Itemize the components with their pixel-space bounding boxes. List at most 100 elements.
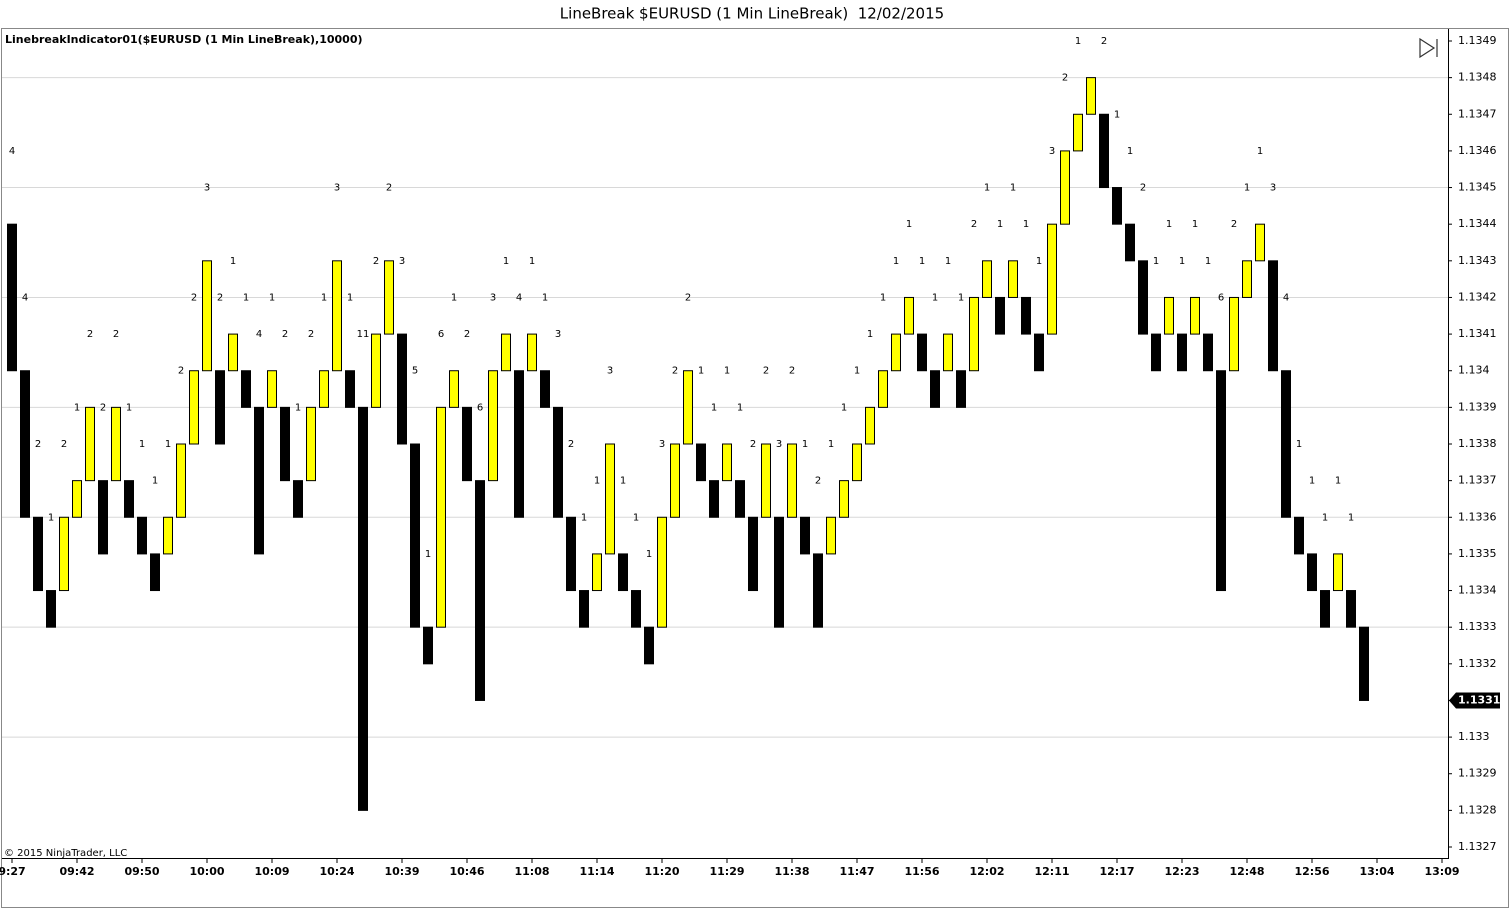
x-tick-label: 12:02 — [969, 865, 1004, 878]
y-tick-label: 1.1334 — [1458, 584, 1497, 597]
bar-label: 4 — [1283, 292, 1289, 303]
bar-label: 3 — [776, 439, 782, 450]
up-bar — [1086, 77, 1096, 115]
bar-label: 2 — [971, 219, 977, 230]
up-bar — [891, 333, 901, 372]
bar-label: 1 — [958, 292, 964, 303]
bar-label: 1 — [893, 256, 899, 267]
down-bar — [7, 223, 17, 372]
down-bar — [956, 370, 966, 408]
x-tick-label: 09:42 — [59, 865, 94, 878]
x-tick-label: 12:23 — [1164, 865, 1199, 878]
bar-label: 3 — [490, 292, 496, 303]
up-bar — [371, 333, 381, 408]
scroll-end-button[interactable] — [1419, 37, 1438, 59]
up-bar — [969, 296, 979, 372]
y-tick-label: 1.1338 — [1458, 437, 1497, 450]
bar-label: 1 — [1127, 146, 1133, 157]
bar-label: 3 — [555, 329, 561, 340]
bar-label: 11 — [357, 329, 370, 340]
y-tick-label: 1.1346 — [1458, 144, 1497, 157]
down-bar — [930, 370, 940, 408]
down-bar — [735, 480, 745, 518]
down-bar — [1268, 260, 1278, 372]
up-bar — [72, 480, 82, 518]
bar-label: 2 — [113, 329, 119, 340]
bar-label: 4 — [22, 292, 28, 303]
x-tick-label: 12:17 — [1099, 865, 1134, 878]
x-tick-label: 10:00 — [189, 865, 224, 878]
bar-label: 2 — [672, 366, 678, 377]
down-bar — [410, 443, 420, 628]
up-bar — [501, 333, 511, 372]
bar-label: 1 — [139, 439, 145, 450]
down-bar — [995, 296, 1005, 335]
up-bar — [176, 443, 186, 518]
y-tick-label: 1.1347 — [1458, 107, 1497, 120]
up-bar — [1229, 296, 1239, 372]
bar-label: 3 — [334, 183, 340, 194]
down-bar — [618, 553, 628, 592]
x-tick-label: 13:04 — [1359, 865, 1394, 878]
bar-label: 1 — [1075, 36, 1081, 47]
bar-label: 1 — [1296, 439, 1302, 450]
up-bar — [202, 260, 212, 372]
scroll-end-icon[interactable] — [1419, 37, 1436, 59]
down-bar — [566, 516, 576, 592]
down-bar — [1034, 333, 1044, 372]
y-tick-label: 1.1342 — [1458, 290, 1497, 303]
bar-label: 1 — [1205, 256, 1211, 267]
y-tick-label: 1.1345 — [1458, 181, 1497, 194]
bar-label: 4 — [516, 292, 522, 303]
x-tick-label: 11:20 — [644, 865, 679, 878]
y-tick-label: 1.1333 — [1458, 620, 1497, 633]
down-bar — [33, 516, 43, 592]
bar-label: 1 — [880, 292, 886, 303]
up-bar — [85, 406, 95, 482]
y-tick-label: 1.1327 — [1458, 840, 1497, 853]
down-bar — [46, 590, 56, 628]
up-bar — [384, 260, 394, 335]
down-bar — [1021, 296, 1031, 335]
up-bar — [527, 333, 537, 372]
bar-label: 1 — [542, 292, 548, 303]
bar-label: 1 — [1036, 256, 1042, 267]
bar-label: 3 — [399, 256, 405, 267]
down-bar — [20, 370, 30, 518]
y-tick-label: 1.1336 — [1458, 510, 1497, 523]
bar-label: 3 — [1270, 183, 1276, 194]
x-tick-label: 11:29 — [709, 865, 744, 878]
bar-label: 1 — [711, 402, 717, 413]
bar-label: 1 — [867, 329, 873, 340]
bar-label: 1 — [230, 256, 236, 267]
up-bar — [59, 516, 69, 592]
bars — [7, 77, 1369, 811]
down-bar — [1125, 223, 1135, 262]
copyright: © 2015 NinjaTrader, LLC — [4, 848, 127, 859]
bar-label: 4 — [9, 146, 15, 157]
down-bar — [800, 516, 810, 555]
up-bar — [319, 370, 329, 408]
down-bar — [1307, 553, 1317, 592]
up-bar — [1047, 223, 1057, 335]
up-bar — [267, 370, 277, 408]
down-bar — [917, 333, 927, 372]
up-bar — [1255, 223, 1265, 262]
bar-label: 1 — [1114, 109, 1120, 120]
up-bar — [306, 406, 316, 482]
bar-label: 2 — [750, 439, 756, 450]
bar-label: 2 — [386, 183, 392, 194]
up-bar — [657, 516, 667, 628]
down-bar — [1112, 187, 1122, 225]
down-bar — [215, 370, 225, 445]
bar-label: 2 — [685, 292, 691, 303]
x-tick-label: 12:11 — [1034, 865, 1069, 878]
down-bar — [293, 480, 303, 518]
down-bar — [1320, 590, 1330, 628]
bar-label: 3 — [659, 439, 665, 450]
up-bar — [228, 333, 238, 372]
bar-label: 1 — [243, 292, 249, 303]
bar-label: 1 — [165, 439, 171, 450]
bar-label: 1 — [984, 183, 990, 194]
